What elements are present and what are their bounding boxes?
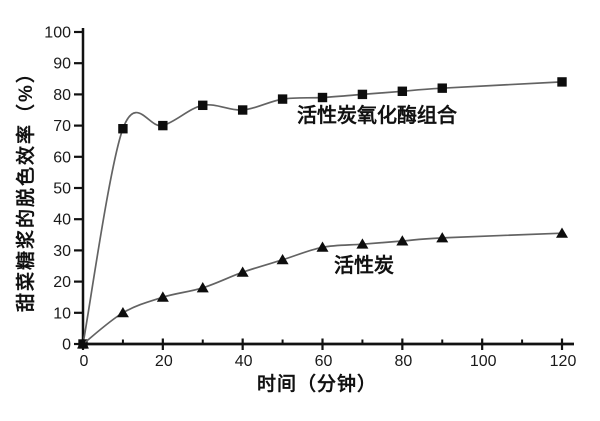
series-label-combo: 活性炭氧化酶组合: [297, 105, 457, 127]
x-tick-label: 100: [470, 353, 497, 370]
x-tick-label: 40: [235, 353, 253, 370]
triangle-marker: [316, 241, 329, 252]
x-tick-label: 60: [315, 353, 333, 370]
series-label-carbon: 活性炭: [334, 255, 394, 277]
triangle-marker: [436, 232, 449, 243]
triangle-marker: [77, 338, 89, 349]
x-axis-title: 时间（分钟）: [256, 374, 377, 395]
x-tick-label: 120: [550, 353, 577, 370]
series-combo-line: [82, 81, 563, 345]
y-axis-title: 甜菜糖浆的脱色效率（%）: [16, 62, 37, 312]
x-tick-label: 0: [80, 353, 89, 370]
y-tick-label: 50: [53, 181, 71, 198]
y-tick-label: 30: [53, 243, 71, 260]
triangle-marker: [196, 282, 209, 293]
square-marker: [198, 100, 208, 111]
y-tick-label: 20: [53, 274, 71, 291]
triangle-marker: [356, 238, 369, 249]
triangle-marker: [116, 307, 129, 318]
y-tick-label: 60: [53, 149, 71, 166]
square-marker: [357, 89, 368, 100]
square-marker: [158, 120, 168, 131]
triangle-marker: [156, 291, 169, 302]
square-marker: [237, 105, 248, 115]
y-tick-label: 80: [53, 87, 71, 104]
y-tick-label: 70: [53, 118, 71, 135]
y-tick-label: 0: [62, 337, 71, 354]
y-tick-label: 90: [53, 56, 71, 73]
square-marker: [437, 83, 447, 93]
square-marker: [118, 124, 128, 134]
square-marker: [397, 86, 408, 96]
y-tick-label: 10: [53, 305, 71, 322]
triangle-marker: [276, 253, 289, 265]
x-tick-label: 80: [394, 353, 412, 370]
y-tick-label: 100: [44, 25, 71, 42]
x-tick-label: 20: [155, 353, 173, 370]
square-marker: [277, 94, 288, 104]
triangle-marker: [396, 235, 409, 246]
square-marker: [557, 77, 567, 87]
triangle-marker: [236, 266, 249, 277]
y-tick-label: 40: [53, 212, 71, 229]
square-marker: [317, 92, 328, 103]
triangle-marker: [556, 227, 569, 238]
